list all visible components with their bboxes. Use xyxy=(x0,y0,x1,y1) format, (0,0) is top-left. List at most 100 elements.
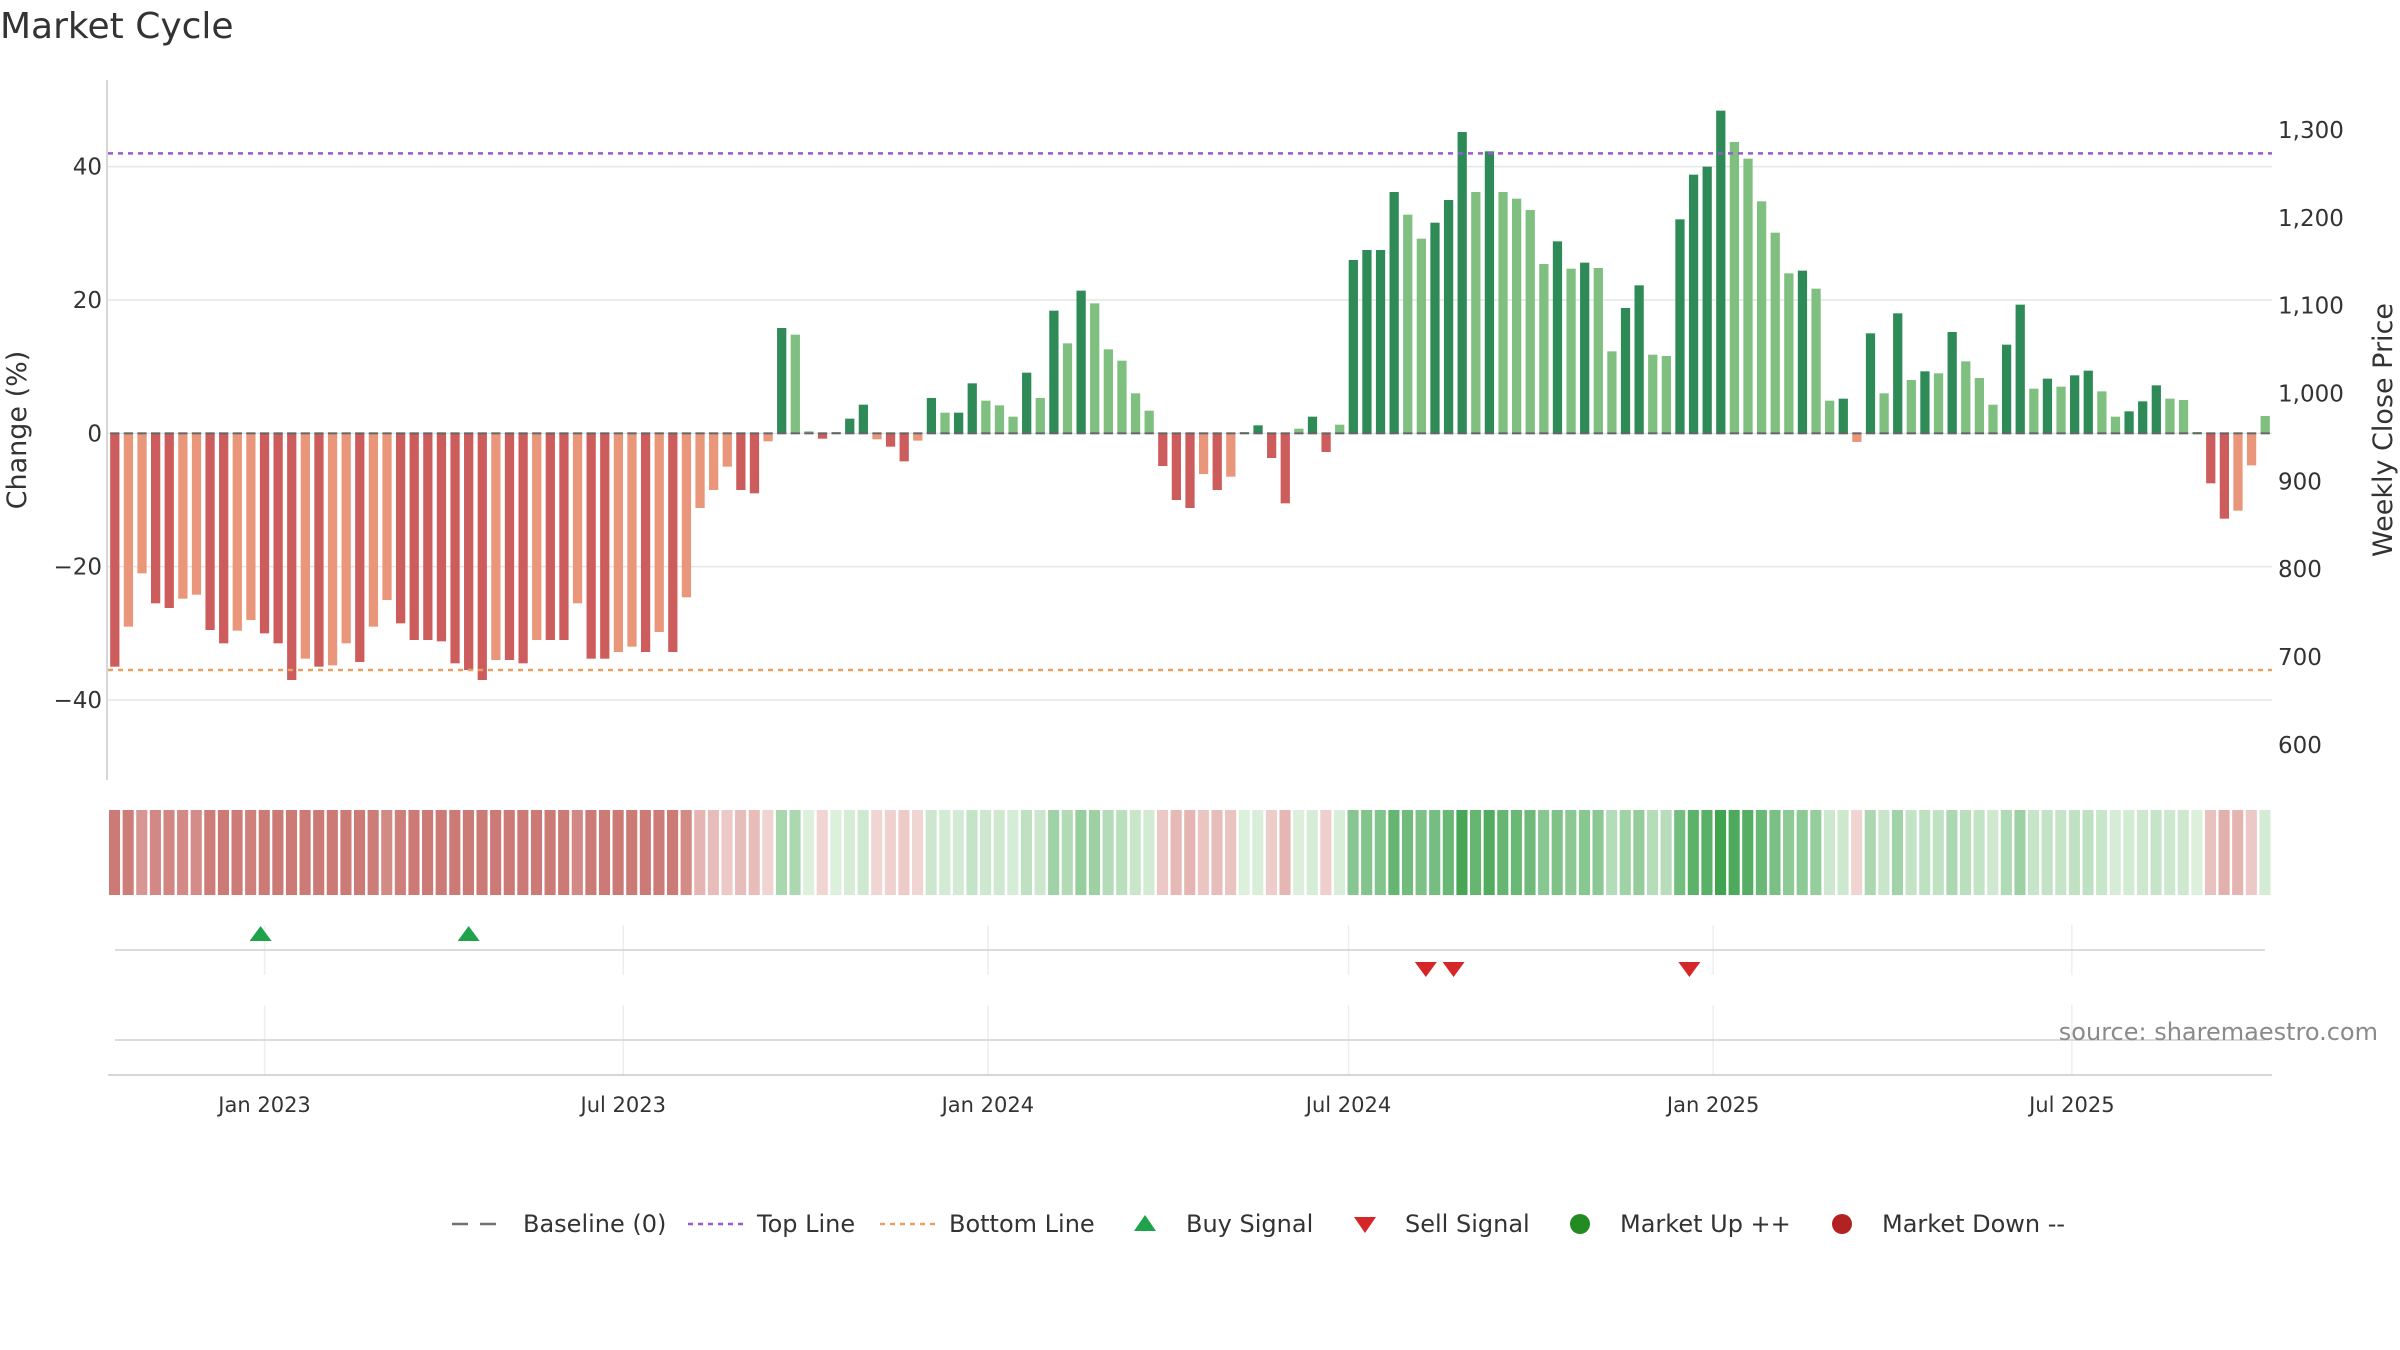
heatmap-cell xyxy=(1687,810,1699,895)
heatmap-cell xyxy=(1551,810,1563,895)
change-bar xyxy=(1471,192,1481,434)
heatmap-cell xyxy=(285,810,298,895)
heatmap-cell xyxy=(1374,810,1386,895)
x-tick-label: Jul 2025 xyxy=(2027,1093,2114,1117)
change-bar xyxy=(2083,370,2093,434)
heatmap-cell xyxy=(1864,810,1876,895)
heatmap-cell xyxy=(980,810,992,895)
change-bar xyxy=(1267,433,1277,458)
heatmap-cell xyxy=(122,810,134,895)
change-bar xyxy=(1185,433,1195,508)
heatmap-cell xyxy=(231,810,243,895)
change-bar xyxy=(2110,416,2121,434)
heatmap-cell xyxy=(503,810,515,895)
change-bar xyxy=(423,433,433,640)
sell-signal-marker xyxy=(1678,962,1701,977)
change-bar xyxy=(191,433,202,595)
change-bar xyxy=(1566,268,1576,434)
heatmap-cell xyxy=(258,810,270,895)
change-bar xyxy=(273,433,283,644)
legend-symbol-sell xyxy=(1354,1217,1376,1233)
heatmap-cell xyxy=(1660,810,1672,895)
y2-tick-label: 800 xyxy=(2278,557,2322,583)
heatmap-cell xyxy=(1401,810,1414,895)
heatmap-cell xyxy=(1293,810,1305,895)
change-bar xyxy=(1280,433,1290,504)
change-bar xyxy=(1634,285,1644,434)
heatmap-cell xyxy=(1170,810,1182,895)
change-bar xyxy=(2097,391,2107,434)
change-bar xyxy=(817,433,828,439)
change-bar xyxy=(1933,373,1944,434)
x-tick-label: Jan 2024 xyxy=(940,1093,1035,1117)
heatmap-cell xyxy=(326,810,338,895)
heatmap-cell xyxy=(898,810,910,895)
heatmap-cell xyxy=(1524,810,1536,895)
change-bar xyxy=(1797,270,1808,434)
change-bar xyxy=(640,433,651,652)
change-bar xyxy=(1294,428,1304,434)
change-bar xyxy=(1484,151,1495,434)
change-bar xyxy=(1008,416,1018,434)
change-bar xyxy=(1348,260,1358,434)
heatmap-cell xyxy=(1959,810,1972,895)
change-bar xyxy=(1838,398,1848,434)
change-bar xyxy=(246,433,256,620)
change-bar xyxy=(1974,378,1985,434)
change-bar xyxy=(1498,192,1508,434)
heatmap-cell xyxy=(2191,810,2203,895)
change-bar xyxy=(899,433,909,462)
heatmap-cell xyxy=(721,810,733,895)
change-bar xyxy=(994,405,1005,434)
change-bar xyxy=(763,433,773,442)
heatmap-cell xyxy=(2041,810,2053,895)
heatmap-cell xyxy=(1497,810,1509,895)
change-bar xyxy=(1062,343,1073,434)
change-bar xyxy=(1702,166,1712,434)
y2-tick-label: 700 xyxy=(2278,645,2322,671)
change-bar xyxy=(2206,433,2216,484)
heatmap-cell xyxy=(1429,810,1441,895)
change-bar xyxy=(287,433,297,680)
heatmap-cell xyxy=(2028,810,2040,895)
y-tick-label: −40 xyxy=(53,688,102,714)
change-bar xyxy=(559,433,569,640)
sell-signal-marker xyxy=(1442,962,1465,977)
change-bar xyxy=(232,433,242,631)
change-bar xyxy=(722,433,732,467)
x-tick-label: Jan 2025 xyxy=(1665,1093,1760,1117)
change-bar xyxy=(777,328,787,434)
heatmap-cell xyxy=(1211,810,1223,895)
change-bar xyxy=(885,433,896,447)
heatmap-cell xyxy=(2164,810,2176,895)
heatmap-cell xyxy=(1714,810,1727,895)
heatmap-cell xyxy=(626,810,638,895)
change-bar xyxy=(2124,411,2134,434)
change-bar xyxy=(2260,416,2270,434)
change-bar xyxy=(1035,398,1045,434)
heatmap-cell xyxy=(925,810,937,895)
heatmap-cell xyxy=(1102,810,1114,895)
change-bar xyxy=(654,433,664,632)
heatmap-cell xyxy=(299,810,311,895)
change-bar xyxy=(545,433,555,640)
heatmap-cell xyxy=(1197,810,1209,895)
change-bar xyxy=(464,433,474,670)
heatmap-cell xyxy=(2259,810,2271,895)
change-bar xyxy=(981,400,991,434)
change-bar xyxy=(1756,201,1767,434)
change-bar xyxy=(2246,433,2257,466)
change-bar xyxy=(695,433,705,508)
heatmap-cell xyxy=(680,810,692,895)
legend-label: Buy Signal xyxy=(1186,1210,1313,1238)
change-bar xyxy=(1226,433,1236,477)
change-bar xyxy=(1593,268,1603,434)
heatmap-cell xyxy=(422,810,434,895)
x-tick-label: Jan 2023 xyxy=(216,1093,311,1117)
change-bar xyxy=(341,433,351,644)
heatmap-cell xyxy=(2232,810,2244,895)
legend-label: Sell Signal xyxy=(1405,1210,1530,1238)
heatmap-cell xyxy=(1020,810,1032,895)
heatmap-cell xyxy=(2136,810,2149,895)
